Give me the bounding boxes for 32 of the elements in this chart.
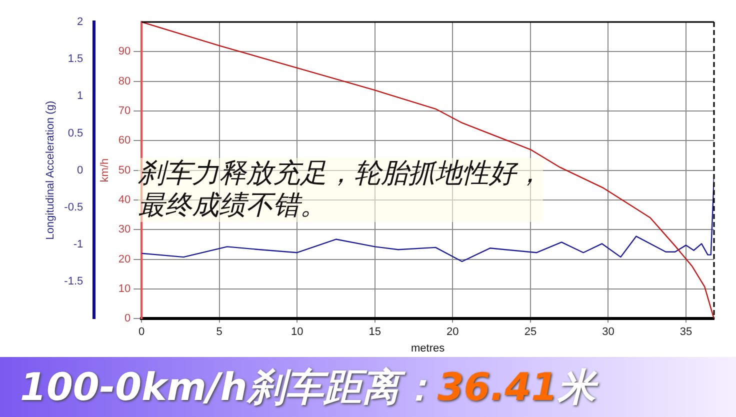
- x-tick-label: 30: [602, 326, 614, 338]
- y2-tick-label: 2: [77, 16, 84, 28]
- y-tick-label: 20: [118, 253, 131, 266]
- text: 100-0km/h刹车距离：36.41米: [20, 365, 596, 409]
- y-tick-label: 70: [118, 105, 131, 118]
- y2-tick-label: -1: [73, 238, 84, 250]
- y-tick-label: 30: [118, 224, 131, 236]
- y-tick-label: 90: [118, 46, 131, 58]
- y2-tick-label: 0: [77, 164, 84, 176]
- x-tick-label: 0: [138, 326, 145, 338]
- y2-tick-label: -0.5: [64, 201, 84, 214]
- y-tick-label: 50: [118, 164, 131, 176]
- y-tick-label: 60: [118, 134, 131, 147]
- annotation: 刹车力释放充足，轮胎抓地性好，: [138, 158, 543, 190]
- x-tick-label: 35: [680, 326, 692, 338]
- y-tick-label: 80: [118, 75, 131, 88]
- annotation: 最终成绩不错。: [138, 190, 328, 222]
- y-tick-label: 40: [118, 194, 131, 206]
- y-tick-label: 0: [124, 312, 131, 325]
- x-tick-label: 20: [446, 326, 459, 338]
- x-tick-label: 10: [291, 326, 304, 338]
- y2-tick-label: 1.5: [68, 53, 84, 66]
- y-axis-title: km/h: [98, 158, 111, 182]
- y2-tick-label: -1.5: [64, 276, 84, 288]
- y2-tick-label: 1: [77, 90, 84, 102]
- y2-tick-label: 0.5: [68, 127, 84, 140]
- y2-axis-title: Longitudinal Acceleration (g): [44, 100, 57, 240]
- x-tick-label: 15: [368, 326, 382, 338]
- x-axis-title: metres: [410, 342, 446, 354]
- x-tick-label: 5: [216, 326, 222, 338]
- x-tick-label: 25: [524, 326, 537, 338]
- y-tick-label: 10: [118, 282, 131, 295]
